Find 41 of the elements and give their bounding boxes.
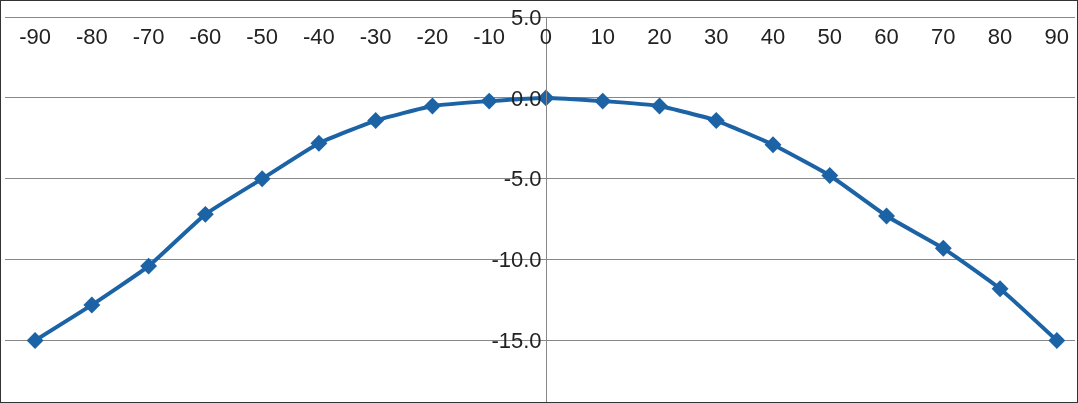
y-tick-label: -15.0 (491, 328, 542, 354)
x-tick-label: -10 (473, 24, 506, 50)
x-tick-label: 70 (931, 24, 956, 50)
x-tick-label: 60 (874, 24, 899, 50)
x-tick-label: -80 (75, 24, 108, 50)
point (821, 167, 839, 184)
point (1048, 332, 1066, 349)
x-tick-label: -90 (19, 24, 51, 50)
point (423, 97, 441, 115)
x-tick-label: -20 (416, 24, 449, 50)
y-tick-label: -10.0 (491, 247, 542, 273)
x-tick-label: -50 (246, 24, 279, 50)
x-tick-label: -60 (189, 24, 222, 50)
point (934, 239, 952, 257)
point (140, 257, 158, 275)
point (991, 280, 1009, 298)
point (253, 170, 271, 188)
x-tick-label: -30 (359, 24, 392, 50)
x-tick-label: 20 (647, 24, 672, 50)
x-tick-label: 30 (704, 24, 729, 50)
point (367, 112, 385, 129)
point (26, 332, 44, 349)
x-tick-label: -70 (132, 24, 165, 50)
x-tick-label: 90 (1044, 24, 1070, 50)
x-tick-label: -40 (303, 24, 335, 50)
x-tick-label: 0 (539, 24, 553, 50)
x-tick-label: 10 (590, 24, 615, 50)
point (707, 112, 725, 129)
y-tick-label: 5.0 (510, 4, 542, 30)
point (480, 92, 498, 110)
y-tick-label: -5.0 (503, 166, 542, 192)
point (196, 205, 214, 223)
point (594, 92, 612, 110)
point (83, 296, 101, 314)
x-tick-label: 80 (987, 24, 1013, 50)
point (878, 207, 895, 225)
x-tick-label: 50 (817, 24, 843, 50)
point (764, 136, 782, 154)
point (310, 134, 328, 152)
x-tick-label: 40 (760, 24, 786, 50)
point (651, 97, 668, 115)
